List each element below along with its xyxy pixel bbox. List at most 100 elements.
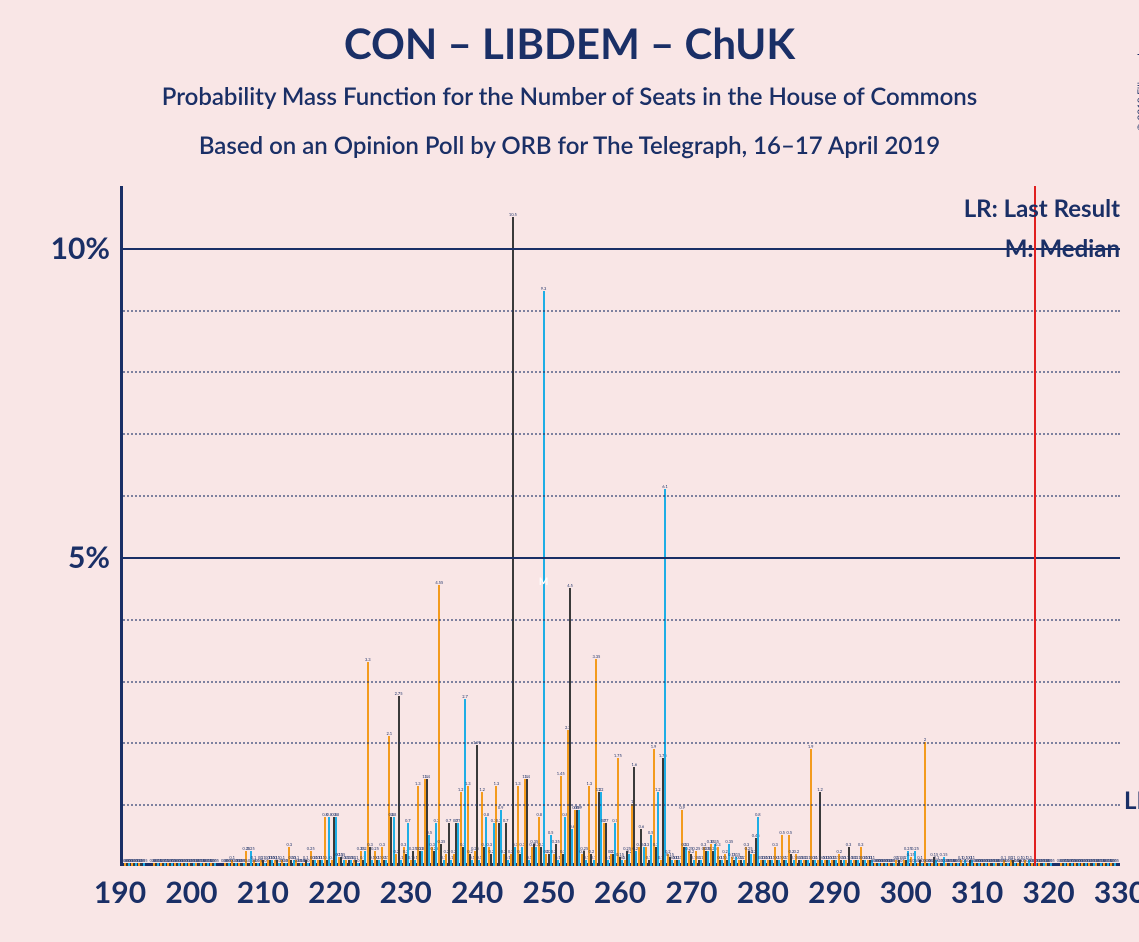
bar-value-label: 0.7 xyxy=(405,818,411,823)
y-axis-tick-label: 10% xyxy=(51,230,120,266)
bar-value-label: 2.7 xyxy=(462,694,468,699)
bar-value-label: 0.2 xyxy=(722,849,728,854)
bar-value-label: 0.3 xyxy=(379,842,385,847)
bar-value-label: 0.3 xyxy=(486,842,492,847)
bar-value-label: 0.3 xyxy=(401,842,407,847)
bar: 0.2 xyxy=(628,854,630,866)
x-axis-tick-label: 210 xyxy=(237,866,289,910)
bar: 0.3 xyxy=(535,847,537,866)
bar-value-label: 0.8 xyxy=(334,812,340,817)
bar: 0.3 xyxy=(514,847,516,866)
bar-value-label: 1.3 xyxy=(494,781,500,786)
x-axis-tick-label: 190 xyxy=(94,866,146,910)
bar: 0.1 xyxy=(507,860,509,866)
bar-value-label: 1.2 xyxy=(817,787,823,792)
bar: 0.8 xyxy=(485,817,487,866)
bar-value-label: 0.05 xyxy=(1111,858,1119,863)
bar-value-label: 1.3 xyxy=(415,781,421,786)
bar-value-label: 9.3 xyxy=(541,286,547,291)
bar: 0.7 xyxy=(493,823,495,866)
chart-title: CON – LIBDEM – ChUK xyxy=(0,18,1139,68)
chart-subtitle-1: Probability Mass Function for the Number… xyxy=(0,82,1139,111)
bar: 0.05 xyxy=(1078,863,1080,866)
bar-value-label: 4.5 xyxy=(567,583,573,588)
chart-subtitle-2: Based on an Opinion Poll by ORB for The … xyxy=(0,131,1139,160)
legend-lr: LR: Last Result xyxy=(964,194,1120,223)
bar-value-label: 0.35 xyxy=(552,839,560,844)
bar-value-label: 0.25 xyxy=(371,846,379,851)
bar: 0.3 xyxy=(521,847,523,866)
bar: 0.05 xyxy=(1085,863,1087,866)
bar: 0.1 xyxy=(721,860,723,866)
bar: 4.55 xyxy=(438,585,440,866)
bar: 0.25 xyxy=(635,851,637,866)
bar-value-label: 0.3 xyxy=(846,842,852,847)
bar-value-label: 0.05 xyxy=(140,858,148,863)
grid-minor-line xyxy=(120,433,1120,435)
bar: 0.05 xyxy=(1007,863,1009,866)
bar-value-label: 0.7 xyxy=(446,818,452,823)
bar-value-label: 0.5 xyxy=(786,830,792,835)
grid-minor-line xyxy=(120,742,1120,744)
bar: 0.05 xyxy=(228,863,230,866)
bar-value-label: 10.5 xyxy=(509,212,517,217)
x-axis-tick-label: 260 xyxy=(594,866,646,910)
grid-minor-line xyxy=(120,619,1120,621)
bar-value-label: 0.8 xyxy=(484,812,490,817)
x-axis-tick-label: 290 xyxy=(808,866,860,910)
bar: 0.1 xyxy=(793,860,795,866)
x-axis-tick-label: 310 xyxy=(951,866,1003,910)
grid-minor-line xyxy=(120,371,1120,373)
bar-value-label: 0.25 xyxy=(580,846,588,851)
bar-value-label: 0.3 xyxy=(286,842,292,847)
bar-value-label: 1.2 xyxy=(655,787,661,792)
bar: 1.75 xyxy=(617,758,619,866)
bar-value-label: 1.6 xyxy=(631,762,637,767)
bar-value-label: 2.75 xyxy=(395,691,403,696)
grid-minor-line xyxy=(120,804,1120,806)
bar: 0.2 xyxy=(750,854,752,866)
x-axis-tick-label: 270 xyxy=(665,866,717,910)
bar: 0.9 xyxy=(578,810,580,866)
grid-major-line xyxy=(120,248,1120,250)
x-axis-tick-label: 200 xyxy=(165,866,217,910)
bar-value-label: 1.3 xyxy=(586,781,592,786)
x-axis-tick-label: 300 xyxy=(880,866,932,910)
bar: 0.35 xyxy=(714,844,716,866)
bar-value-label: 0.25 xyxy=(307,846,315,851)
bar: 0.25 xyxy=(364,851,366,866)
bar-value-label: 0.8 xyxy=(536,812,542,817)
copyright-text: © 2019 Filip van Laenen xyxy=(1135,24,1139,131)
bar: 0.25 xyxy=(707,851,709,866)
bar: 0.6 xyxy=(571,829,573,866)
bar-value-label: 1.2 xyxy=(458,787,464,792)
bar-value-label: 1.4 xyxy=(424,774,430,779)
x-axis-tick-label: 240 xyxy=(451,866,503,910)
bar-value-label: 0.2 xyxy=(836,849,842,854)
bar-value-label: 0.3 xyxy=(858,842,864,847)
bars-layer: 0.050.050.050.050.050.050.050.050.050.05… xyxy=(120,186,1120,866)
bar: 0.1 xyxy=(443,860,445,866)
bar-value-label: 0.3 xyxy=(715,842,721,847)
chart-plot-area: 0.050.050.050.050.050.050.050.050.050.05… xyxy=(120,186,1120,866)
bar-value-label: 0.15 xyxy=(940,852,948,857)
x-axis-tick-label: 280 xyxy=(737,866,789,910)
bar-value-label: 0.5 xyxy=(548,830,554,835)
bar-value-label: 6.1 xyxy=(662,484,668,489)
bar-value-label: 0.5 xyxy=(779,830,785,835)
bar: 0.1 xyxy=(864,860,866,866)
bar-value-label: 0.6 xyxy=(639,824,645,829)
bar: 0.1 xyxy=(371,860,373,866)
bar-value-label: 0.25 xyxy=(911,846,919,851)
lr-vertical-line xyxy=(1034,186,1036,866)
bar-value-label: 3.3 xyxy=(365,657,371,662)
bar: 0.7 xyxy=(457,823,459,866)
x-axis-tick-label: 230 xyxy=(380,866,432,910)
median-marker: M xyxy=(539,576,548,588)
bar: 2.75 xyxy=(398,696,400,866)
bar: 1.4 xyxy=(526,779,528,866)
bar: 0.5 xyxy=(428,835,430,866)
bar: 1.9 xyxy=(810,749,812,866)
bar-value-label: 0.3 xyxy=(772,842,778,847)
bar-value-label: 0.3 xyxy=(644,842,650,847)
